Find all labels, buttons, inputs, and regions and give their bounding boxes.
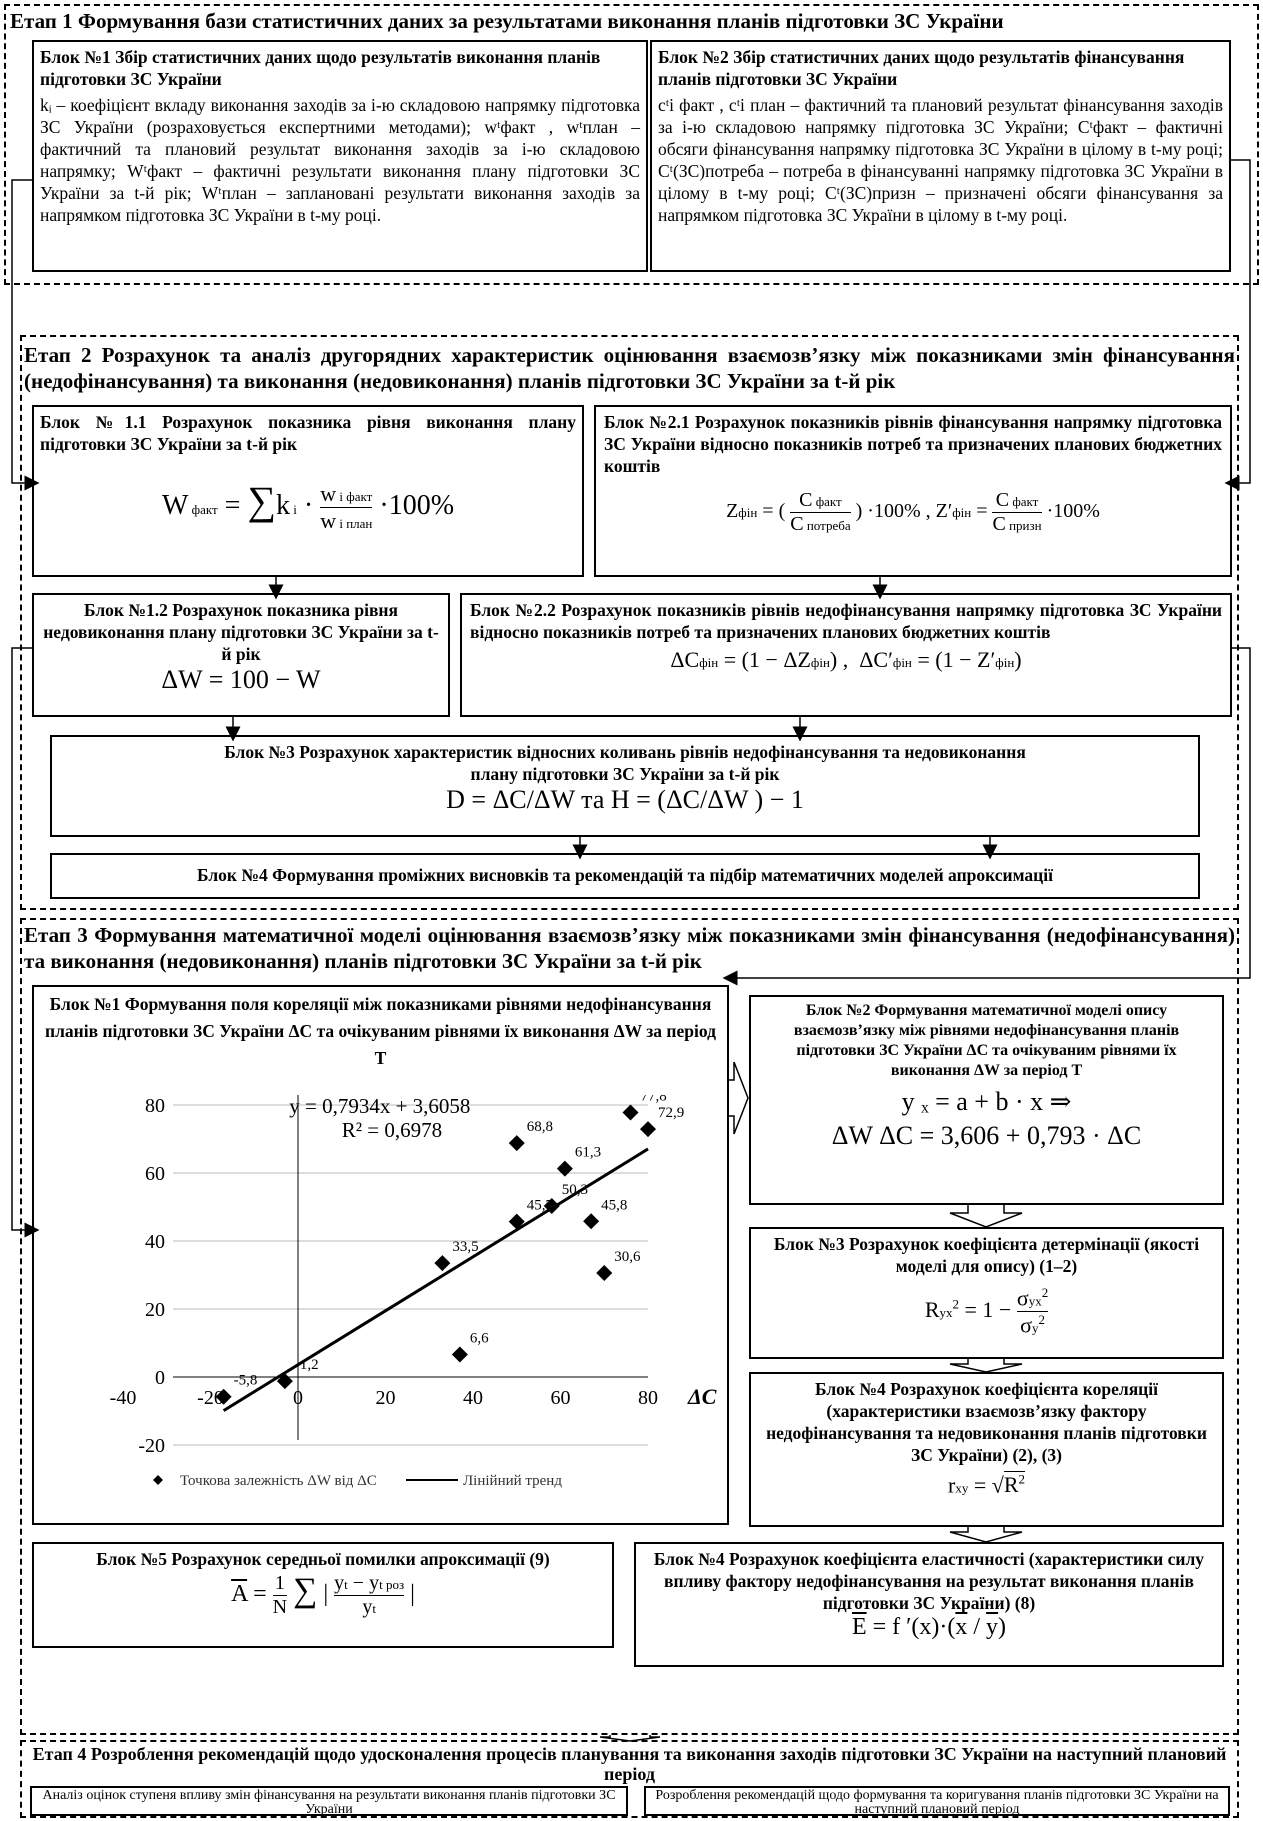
stage2-block-1-1: Блок №1.1 Розрахунок показника рівня вик… [32, 405, 584, 577]
stage1-block-1: Блок №1 Збір статистичних даних щодо рез… [32, 40, 648, 272]
stage3-block-4b: Блок №4 Розрахунок коефіцієнта еластично… [634, 1542, 1224, 1667]
data-point [434, 1255, 451, 1272]
y-tick-label: -20 [138, 1435, 165, 1457]
y-tick-label: 40 [145, 1231, 165, 1253]
stage4-right-box: Розроблення рекомендацій щодо формування… [644, 1786, 1230, 1817]
stage3-block-3: Блок №3 Розрахунок коефіцієнта детерміна… [749, 1227, 1224, 1359]
y-tick-label: 0 [155, 1367, 165, 1389]
data-label: 72,9 [658, 1105, 684, 1121]
block-title: Блок №2 Формування математичної моделі о… [793, 1002, 1180, 1079]
data-point [596, 1264, 613, 1281]
stage2-block-4: Блок №4 Формування проміжних висновків т… [50, 853, 1200, 899]
data-label: 77,8 [641, 1095, 667, 1104]
block-title: Блок №4 Розрахунок коефіцієнта еластично… [653, 1549, 1205, 1613]
data-point [215, 1388, 232, 1405]
formula-delta-w: ΔW = 100 − W [161, 665, 321, 694]
data-point [583, 1213, 600, 1230]
y-tick-label: 60 [145, 1163, 165, 1185]
data-label: 50,3 [562, 1182, 588, 1198]
stage3-block-1: Блок №1 Формування поля кореляції між по… [32, 985, 729, 1525]
stage1-block-2: Блок №2 Збір статистичних даних щодо рез… [650, 40, 1231, 272]
x-tick-label: 20 [376, 1387, 396, 1409]
stage3-block-4a: Блок №4 Розрахунок коефіцієнта кореляції… [749, 1372, 1224, 1527]
block-title: Блок №5 Розрахунок середньої помилки апр… [96, 1549, 550, 1569]
stage2-block-3: Блок №3 Розрахунок характеристик відносн… [50, 735, 1200, 837]
x-tick-label: 80 [638, 1387, 658, 1409]
data-point [640, 1121, 656, 1138]
stage4-left-box: Аналіз оцінок ступеня впливу змін фінанс… [30, 1786, 628, 1817]
stage2-block-2-1: Блок №2.1 Розрахунок показників рівнів ф… [594, 405, 1232, 577]
legend-marker-points [153, 1475, 163, 1485]
block-title: Блок №4 Розрахунок коефіцієнта кореляції… [766, 1379, 1207, 1465]
y-tick-label: 80 [145, 1095, 165, 1117]
formula-z-fin: Zфін = ( C факт C потреба ) ·100% , Z′фін… [726, 489, 1100, 535]
stage2-block-2-2: Блок №2.2 Розрахунок показників рівнів н… [460, 593, 1232, 717]
block-title: Блок №1 Формування поля кореляції між по… [45, 994, 716, 1068]
block-title: Блок №3 Розрахунок коефіцієнта детерміна… [773, 1234, 1200, 1276]
formula-delta-w-c: ΔW ΔC = 3,606 + 0,793 · ΔC [831, 1121, 1142, 1150]
formula-d-h: D = ΔC/ΔW та H = (ΔC/ΔW ) − 1 [446, 785, 804, 814]
x-tick-label: -20 [197, 1387, 224, 1409]
data-point [276, 1373, 293, 1390]
trend-equation: y = 0,7934x + 3,6058 [289, 1095, 470, 1118]
data-label: 33,5 [452, 1239, 478, 1255]
stage-2-title: Етап 2 Розрахунок та аналіз другорядних … [24, 343, 1235, 393]
formula-rxy: rxy = √R2 [948, 1471, 1025, 1498]
data-point [451, 1346, 468, 1363]
stage3-block-2: Блок №2 Формування математичної моделі о… [749, 995, 1224, 1205]
formula-w-fact: W факт = ∑k i · w i факт w i план ·100% [161, 478, 455, 534]
block-title: Блок №2.2 Розрахунок показників рівнів н… [470, 600, 1222, 642]
data-point [508, 1213, 525, 1230]
stage2-block-1-2: Блок №1.2 Розрахунок показника рівня нед… [32, 593, 450, 717]
data-point [622, 1104, 639, 1121]
formula-yx: y ₓ = a + b · x ⇒ [901, 1087, 1072, 1116]
trend-line [222, 1147, 649, 1412]
formula-e: E = f ′(x)·(x / y) [851, 1614, 1007, 1640]
block-title: Блок №1 Збір статистичних даних щодо рез… [40, 47, 601, 89]
formula-r2: Rух2 = 1 − σух2 σу2 [924, 1285, 1049, 1338]
x-tick-label: -40 [110, 1387, 137, 1409]
legend-label-trend: Лінійний тренд [463, 1473, 562, 1489]
y-tick-label: 20 [145, 1299, 165, 1321]
x-tick-label: 60 [551, 1387, 571, 1409]
data-label: 30,6 [614, 1249, 641, 1265]
legend-label-points: Точкова залежність ΔW від ΔC [180, 1473, 377, 1489]
block-title: Блок №1.1 Розрахунок показника рівня вик… [40, 412, 576, 454]
block-title: Блок №2 Збір статистичних даних щодо рез… [658, 47, 1185, 89]
data-point [508, 1135, 525, 1152]
stage-4-title: Етап 4 Розроблення рекомендацій щодо удо… [32, 1744, 1227, 1784]
stage3-block-5: Блок №5 Розрахунок середньої помилки апр… [32, 1542, 614, 1648]
x-axis-label: ΔC [687, 1384, 717, 1409]
block-text: cᵗі факт , cᵗі план – фактичний та плано… [658, 95, 1223, 225]
data-label: 6,6 [470, 1331, 489, 1347]
block-title: Блок №4 Формування проміжних висновків т… [197, 865, 1053, 885]
block-title: Блок №1.2 Розрахунок показника рівня нед… [43, 600, 439, 664]
data-label: 68,8 [527, 1119, 553, 1135]
block-title: Блок №2.1 Розрахунок показників рівнів ф… [604, 412, 1222, 476]
data-label: -5,8 [234, 1373, 258, 1389]
formula-delta-c: ΔCфін = (1 − ΔZфін) , ΔC′фін = (1 − Z′фі… [670, 647, 1022, 672]
data-point [556, 1160, 573, 1177]
x-tick-label: 40 [463, 1387, 483, 1409]
data-point [543, 1197, 560, 1214]
stage-1 [4, 4, 1259, 285]
data-label: 45,7 [527, 1198, 554, 1214]
data-label: 61,3 [575, 1145, 601, 1161]
data-label: -1,2 [295, 1357, 319, 1373]
r-squared-label: R² = 0,6978 [342, 1118, 442, 1142]
stage-2 [20, 335, 1239, 910]
stage-1-title: Етап 1 Формування бази статистичних дани… [10, 9, 1004, 33]
stage-3 [20, 918, 1239, 1735]
x-tick-label: 0 [293, 1387, 303, 1409]
block-title: Блок №3 Розрахунок характеристик відносн… [224, 742, 1026, 784]
block-text: kᵢ – коефіцієнт вкладу виконання заходів… [40, 95, 640, 225]
stage-3-title: Етап 3 Формування математичної моделі оц… [24, 923, 1235, 973]
data-label: 45,8 [601, 1197, 627, 1213]
